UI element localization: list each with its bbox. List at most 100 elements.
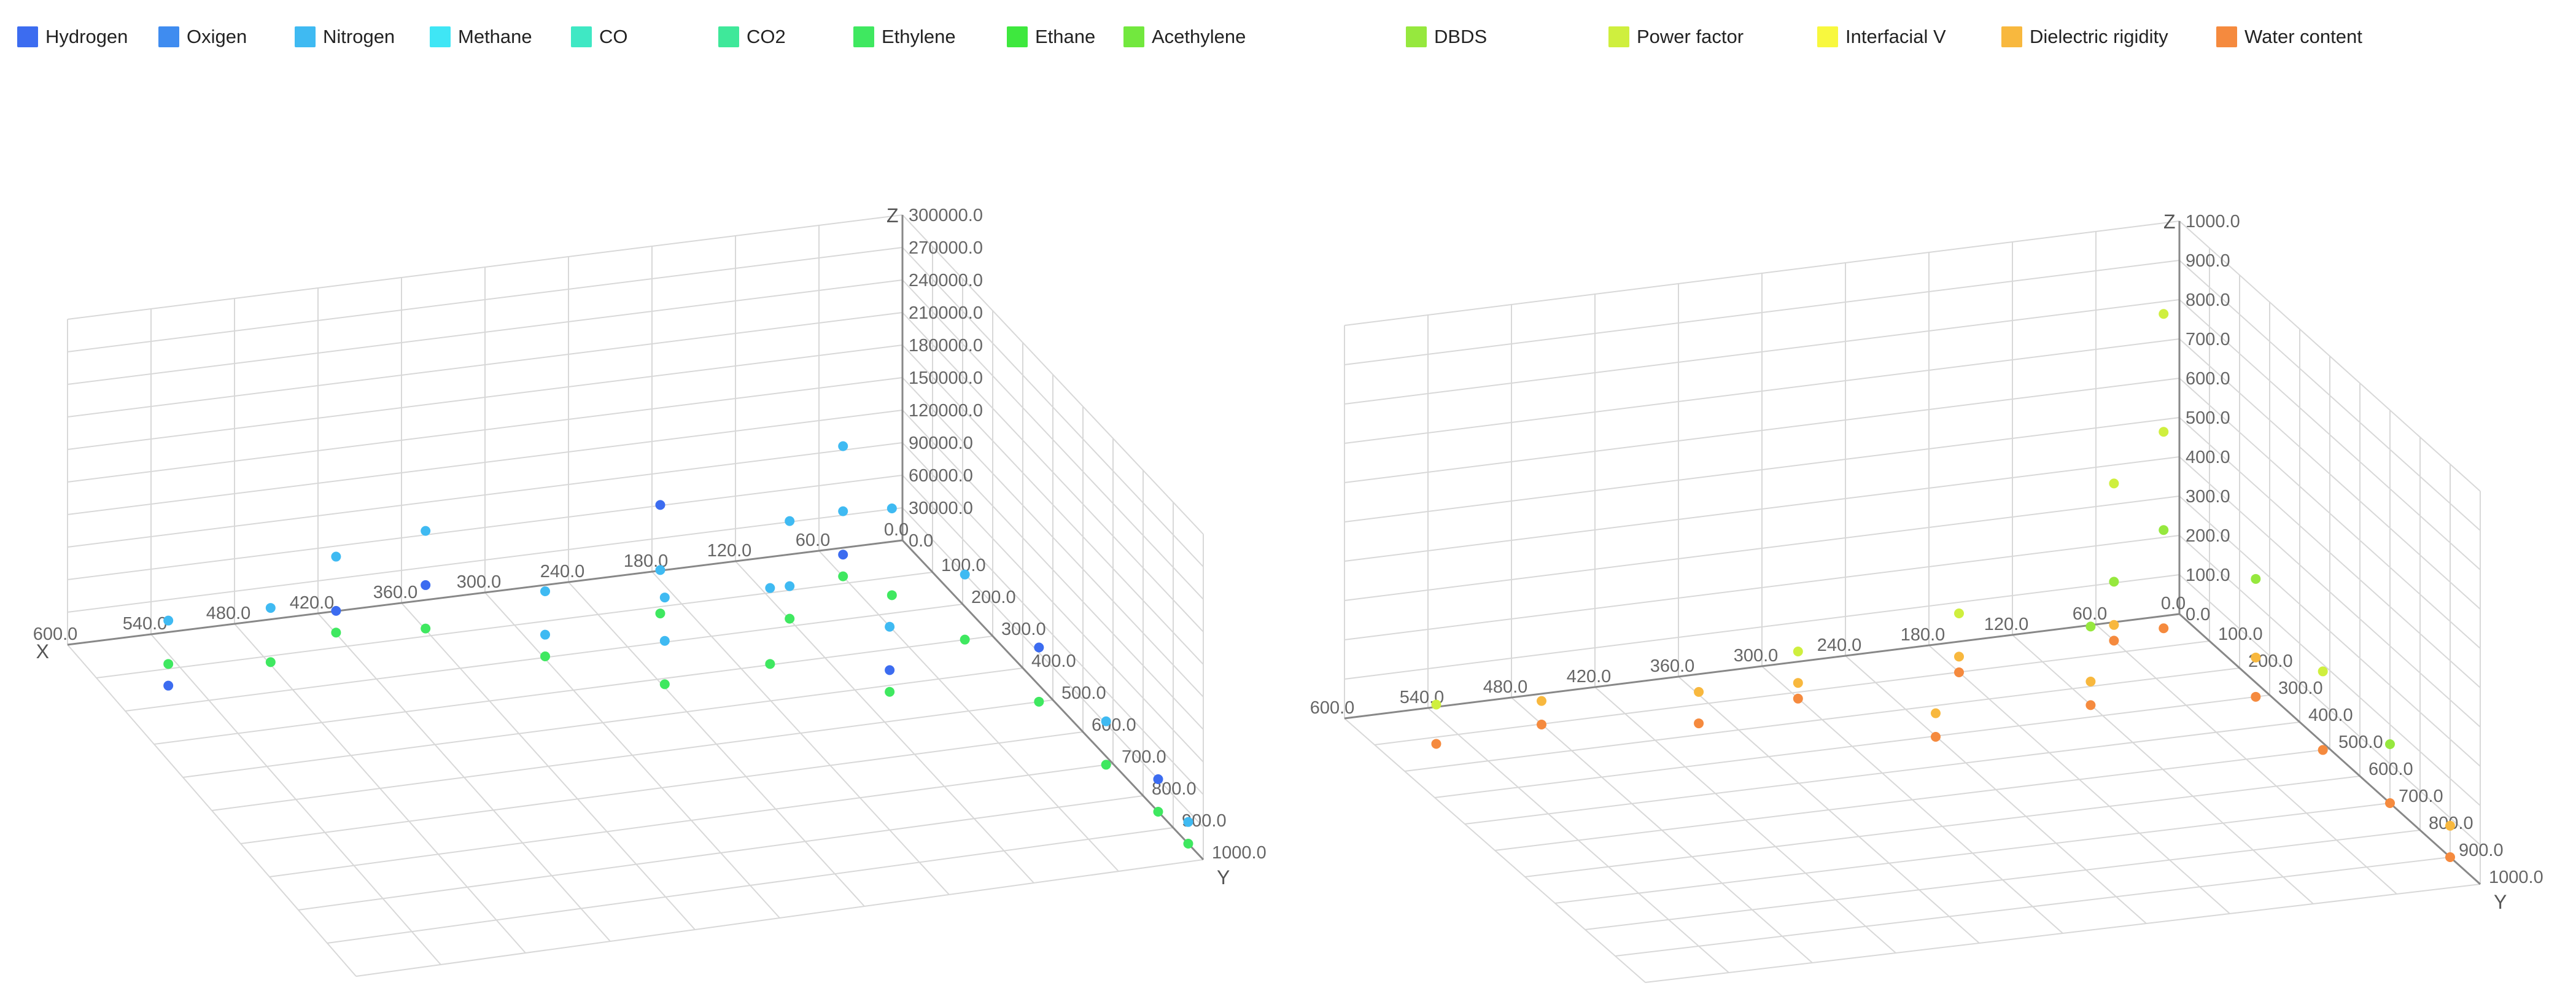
data-point [659, 636, 670, 646]
legend-label: Hydrogen [45, 26, 128, 47]
data-point [1931, 708, 1941, 718]
x-tick-label: 540.0 [123, 614, 168, 634]
data-point [1153, 774, 1163, 784]
data-point [765, 659, 775, 669]
legend-swatch [718, 26, 739, 47]
legend-item: CO [571, 18, 628, 55]
y-tick-label: 700.0 [1122, 747, 1166, 767]
data-point [265, 603, 276, 613]
data-point [2159, 623, 2169, 634]
z-tick-label: 800.0 [2186, 290, 2230, 310]
data-point [2251, 573, 2261, 584]
legend-swatch [1608, 26, 1629, 47]
data-point [421, 623, 431, 634]
floor-grid-line [1524, 775, 2361, 877]
floor-grid-line [401, 602, 696, 930]
data-point [421, 580, 431, 590]
y-tick-label: 400.0 [1031, 651, 1076, 671]
data-point [655, 565, 665, 575]
floor-grid-line [1585, 830, 2421, 930]
legend-item: Dielectric rigidity [2001, 18, 2168, 55]
data-point [655, 608, 665, 619]
right-3d-scatter-chart: 600.0540.0480.0420.0360.0300.0240.0180.0… [1310, 211, 2543, 983]
z-tick-label: 300.0 [2186, 487, 2230, 507]
data-point [1793, 678, 1803, 688]
data-point [2109, 478, 2119, 489]
side-wall-grid-line [902, 279, 1204, 600]
data-point [1034, 696, 1044, 707]
x-tick-label: 120.0 [1984, 615, 2029, 634]
data-point [2385, 798, 2395, 808]
legend-item: Power factor [1608, 18, 1744, 55]
data-point [1537, 720, 1546, 729]
data-point [2251, 691, 2261, 702]
y-tick-label: 600.0 [2368, 760, 2413, 779]
floor-grid-line [1344, 718, 1646, 983]
legend-swatch [1817, 26, 1838, 47]
y-tick-label: 900.0 [2459, 841, 2504, 860]
legend-swatch [430, 26, 451, 47]
y-axis-line [2178, 613, 2481, 885]
z-axis-name: Z [886, 204, 899, 227]
side-wall-grid-line [2179, 299, 2481, 570]
floor-grid-line [1615, 857, 2451, 957]
legend-label: Acethylene [1152, 26, 1246, 47]
side-wall-grid-line [902, 377, 1204, 698]
back-wall-grid-line [1344, 417, 2180, 523]
data-point [2109, 620, 2119, 630]
floor-grid-line [269, 763, 1114, 877]
z-tick-label: 270000.0 [909, 238, 983, 258]
x-axis-line [1344, 613, 2180, 720]
y-tick-label: 200.0 [971, 588, 1016, 607]
data-point [2385, 739, 2395, 749]
data-point [265, 657, 276, 667]
data-point [2445, 820, 2455, 831]
data-point [2318, 745, 2328, 755]
data-point [785, 516, 795, 526]
side-wall-grid-line [2179, 417, 2481, 688]
legend-label: DBDS [1434, 26, 1488, 47]
data-point [1793, 647, 1803, 656]
side-wall-grid-line [2179, 338, 2481, 610]
y-axis-name: Y [2494, 891, 2507, 913]
floor-grid-line [1554, 803, 2391, 904]
floor-grid-line [1594, 686, 1896, 954]
legend-label: Methane [458, 26, 532, 47]
x-tick-label: 300.0 [457, 572, 502, 592]
y-tick-label: 1000.0 [2489, 868, 2543, 887]
data-point [838, 571, 848, 581]
floor-grid-line [327, 827, 1174, 944]
z-tick-label: 300000.0 [909, 206, 983, 225]
side-wall-grid-line [902, 247, 1204, 567]
legend-item: Nitrogen [295, 18, 395, 55]
floor-grid-line [1645, 884, 2481, 983]
data-point [960, 569, 970, 580]
floor-grid-line [1678, 676, 1980, 944]
y-tick-label: 300.0 [2278, 678, 2323, 698]
legend-swatch [17, 26, 38, 47]
back-wall-grid-line [67, 312, 903, 418]
legend-item: Ethane [1007, 18, 1095, 55]
floor-grid-line [150, 634, 441, 965]
data-point [163, 659, 174, 669]
chart-grid [67, 214, 1204, 977]
legend-swatch [1123, 26, 1144, 47]
z-tick-label: 240000.0 [909, 271, 983, 290]
data-point [885, 665, 895, 675]
y-tick-label: 400.0 [2308, 706, 2353, 725]
data-point [2109, 636, 2119, 646]
data-points [1431, 309, 2455, 862]
y-axis-name: Y [1217, 866, 1230, 888]
data-point [1954, 651, 1964, 662]
floor-grid-line [240, 731, 1084, 844]
floor-grid-line [484, 592, 780, 919]
data-point [838, 550, 848, 560]
data-point [838, 506, 848, 516]
data-point [2085, 700, 2096, 710]
legend-item: Methane [430, 18, 532, 55]
legend-swatch [158, 26, 179, 47]
x-tick-label: 600.0 [33, 624, 78, 644]
side-wall-grid-line [902, 214, 1204, 535]
data-point [1793, 693, 1803, 704]
z-tick-label: 200.0 [2186, 526, 2230, 546]
